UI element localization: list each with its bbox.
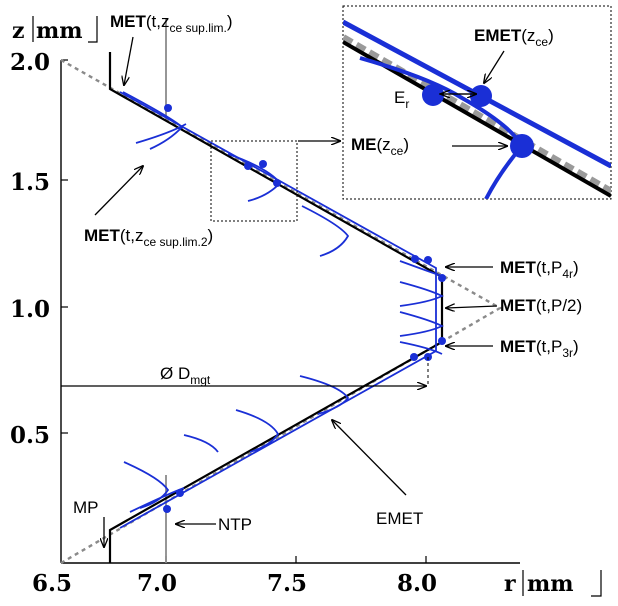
inset-label-emet: EMET(zce) [474, 26, 554, 49]
y-tick-label: 1.5 [10, 169, 50, 196]
x-axis-title: r mm [504, 570, 602, 597]
label-met-p4r: MET(t,P4r) [500, 258, 579, 281]
y-tick-label: 2.0 [10, 49, 50, 76]
x-tick-label: 7.0 [137, 570, 177, 597]
inset-label-me: ME(zce) [351, 135, 409, 158]
x-tick-label: 8.0 [397, 570, 437, 597]
x-tick-label: 6.5 [32, 570, 72, 597]
label-met-sup-lim: MET(t,zce sup.lim.) [110, 12, 233, 35]
label-met-p3r: MET(t,P3r) [500, 337, 579, 360]
reference-envelope-dashed [60, 58, 503, 565]
label-mp: MP [73, 498, 99, 517]
zoom-region-box [210, 140, 298, 222]
profile-line-black [108, 52, 444, 563]
label-met-p2: MET(t,P/2) [500, 296, 582, 315]
x-tick-label: 7.5 [267, 570, 307, 597]
svg-text:mm: mm [36, 18, 83, 44]
diameter-label: Ø Dmgt [160, 364, 211, 387]
svg-text:z: z [12, 18, 25, 44]
met-dots [163, 104, 446, 513]
label-ntp: NTP [218, 515, 252, 534]
label-emet: EMET [376, 509, 423, 528]
inset-label-er: Er [394, 88, 409, 111]
y-tick-label: 1.0 [10, 296, 50, 323]
annotation-arrows [94, 36, 498, 547]
y-axis-title: z mm [12, 16, 98, 44]
y-tick-label: 0.5 [10, 422, 50, 449]
inset-zoom-panel: EMET(zce) ME(zce) Er [342, 5, 612, 200]
svg-text:mm: mm [527, 571, 574, 597]
svg-text:r: r [504, 571, 516, 597]
label-met-sup-lim-2: MET(t,zce sup.lim.2) [84, 226, 213, 249]
